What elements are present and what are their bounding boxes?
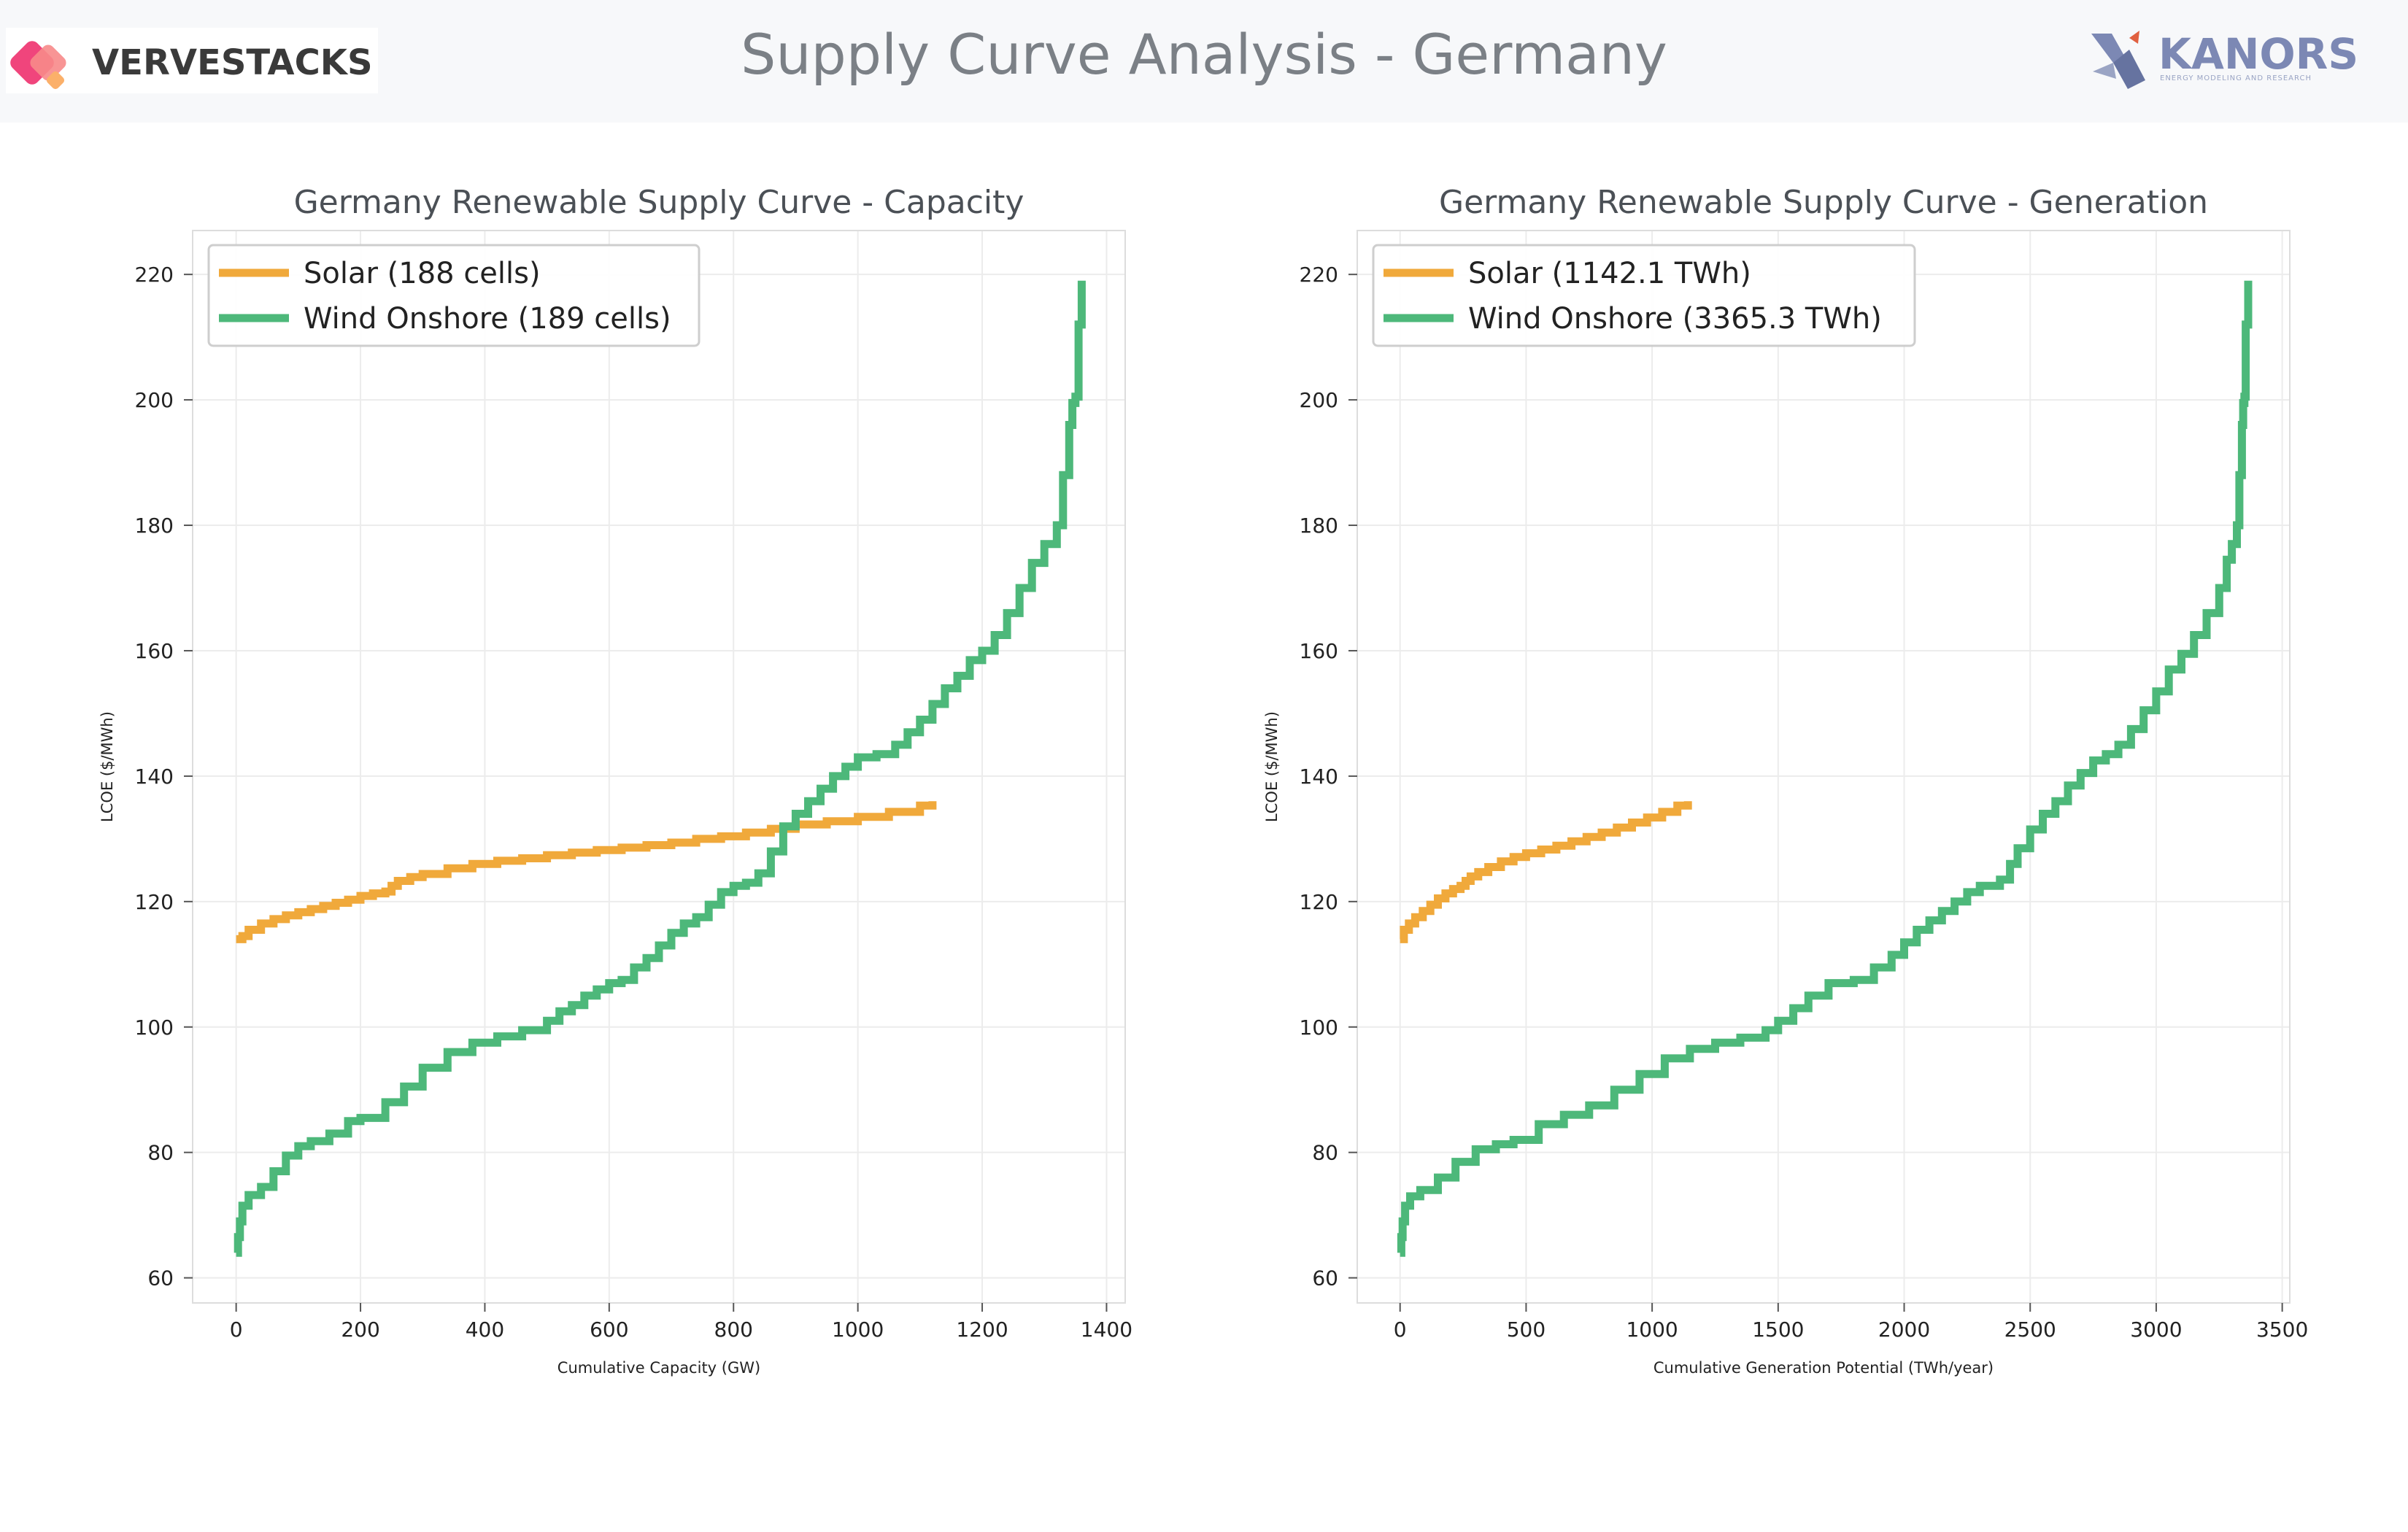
x-tick-label: 3000 — [2130, 1318, 2182, 1342]
x-tick-label: 1500 — [1752, 1318, 1804, 1342]
x-tick-label: 3500 — [2256, 1318, 2308, 1342]
legend-box — [207, 244, 701, 347]
y-tick-label: 100 — [1300, 1015, 1338, 1040]
header-bar: VERVESTACKS Supply Curve Analysis - Germ… — [0, 0, 2408, 123]
wind-onshore-series-line — [234, 280, 1086, 1257]
legend-box — [1372, 244, 1916, 347]
plot-frame — [192, 230, 1126, 1304]
x-axis-label: Cumulative Generation Potential (TWh/yea… — [1653, 1359, 1994, 1377]
legend-label: Solar (188 cells) — [304, 257, 541, 290]
capacity-chart: 0 200 400 600 800 1000 1200 1400 60 80 100 120 140 16… — [99, 184, 1132, 1377]
x-tick-label: 800 — [714, 1318, 753, 1342]
x-tick-label: 1000 — [1626, 1318, 1678, 1342]
y-tick-label: 120 — [1300, 890, 1338, 914]
y-tick-label: 80 — [147, 1141, 174, 1165]
x-tick-label: 500 — [1507, 1318, 1545, 1342]
y-tick-label: 180 — [1300, 514, 1338, 538]
x-tick-label: 200 — [341, 1318, 379, 1342]
solar-series-line — [1400, 801, 1692, 943]
x-tick-label: 0 — [1394, 1318, 1407, 1342]
chart-title: Germany Renewable Supply Curve - Capacit… — [294, 184, 1024, 221]
y-tick-label: 100 — [135, 1015, 174, 1040]
y-tick-label: 140 — [1300, 765, 1338, 789]
x-tick-label: 400 — [466, 1318, 504, 1342]
vervestacks-logo: VERVESTACKS — [6, 28, 378, 93]
y-tick-label: 220 — [135, 263, 174, 287]
kanors-logo-icon — [2091, 31, 2145, 89]
y-tick-label: 200 — [1300, 388, 1338, 412]
plot-frame — [1357, 230, 2291, 1304]
x-tick-label: 1000 — [832, 1318, 884, 1342]
y-tick-label: 120 — [135, 890, 174, 914]
generation-chart: 0 500 1000 1500 2000 2500 3000 3500 60 80 100 120 14… — [1263, 184, 2308, 1377]
solar-series-line — [236, 801, 937, 943]
x-tick-label: 0 — [230, 1318, 243, 1342]
chart-legend: Solar (1142.1 TWh) Wind Onshore (3365.3 T… — [1372, 244, 1916, 347]
x-axis-label: Cumulative Capacity (GW) — [557, 1359, 760, 1377]
kanors-logo-tagline: ENERGY MODELING AND RESEARCH — [2160, 74, 2312, 82]
x-tick-label: 600 — [590, 1318, 628, 1342]
y-tick-label: 160 — [135, 639, 174, 663]
vervestacks-logo-text: VERVESTACKS — [92, 42, 373, 83]
legend-label: Wind Onshore (3365.3 TWh) — [1468, 302, 1882, 336]
y-tick-label: 60 — [147, 1266, 174, 1291]
y-tick-label: 60 — [1312, 1266, 1338, 1291]
y-tick-label: 140 — [135, 765, 174, 789]
legend-label: Solar (1142.1 TWh) — [1468, 257, 1751, 290]
x-tick-label: 1400 — [1081, 1318, 1132, 1342]
vervestacks-logo-icon — [10, 41, 66, 90]
x-tick-label: 1200 — [956, 1318, 1008, 1342]
y-tick-label: 160 — [1300, 639, 1338, 663]
y-axis-label: LCOE ($/MWh) — [1263, 711, 1281, 822]
kanors-logo-text: KANORS — [2158, 29, 2359, 79]
legend-label: Wind Onshore (189 cells) — [304, 302, 671, 336]
chart-legend: Solar (188 cells) Wind Onshore (189 cells… — [207, 244, 701, 347]
chart-title: Germany Renewable Supply Curve - Generat… — [1439, 184, 2208, 221]
y-axis-label: LCOE ($/MWh) — [99, 711, 116, 822]
y-tick-label: 200 — [135, 388, 174, 412]
y-tick-label: 80 — [1312, 1141, 1338, 1165]
page-title: Supply Curve Analysis - Germany — [741, 22, 1667, 87]
x-tick-label: 2500 — [2004, 1318, 2056, 1342]
y-tick-label: 220 — [1300, 263, 1338, 287]
y-tick-label: 180 — [135, 514, 174, 538]
x-tick-label: 2000 — [1878, 1318, 1930, 1342]
wind-onshore-series-line — [1397, 280, 2253, 1257]
